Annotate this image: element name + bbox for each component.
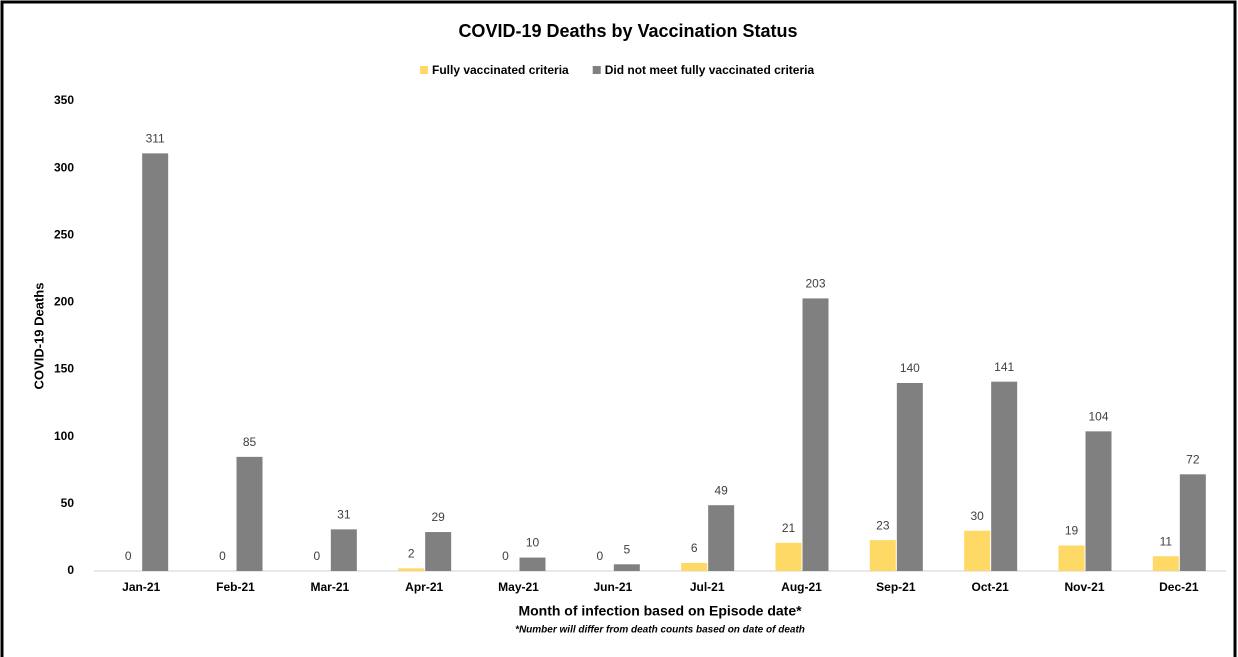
bar (964, 530, 991, 571)
bar (775, 542, 802, 571)
y-tick-label: 100 (54, 429, 74, 443)
value-label: 2 (408, 546, 415, 560)
value-label: 0 (313, 549, 320, 563)
x-tick-label: Feb-21 (216, 580, 255, 594)
bar (1152, 556, 1179, 571)
value-label: 85 (243, 435, 257, 449)
value-label: 29 (431, 510, 445, 524)
y-tick-label: 50 (61, 496, 75, 510)
value-label: 311 (146, 132, 165, 146)
y-tick-label: 300 (54, 160, 74, 174)
bar (802, 298, 829, 571)
bar (330, 529, 357, 571)
chart-title: COVID-19 Deaths by Vaccination Status (458, 21, 797, 41)
value-label: 30 (970, 509, 984, 523)
value-label: 140 (900, 361, 920, 375)
x-tick-label: Mar-21 (310, 580, 349, 594)
x-tick-label: Nov-21 (1064, 580, 1104, 594)
y-tick-label: 0 (67, 563, 74, 577)
value-label: 0 (125, 549, 132, 563)
x-tick-label: May-21 (498, 580, 539, 594)
value-label: 31 (337, 508, 351, 522)
y-tick-label: 150 (54, 362, 74, 376)
value-label: 19 (1065, 524, 1079, 538)
legend-swatch (420, 66, 428, 74)
bar (236, 456, 263, 571)
value-label: 141 (994, 360, 1014, 374)
x-tick-label: Jul-21 (690, 580, 725, 594)
legend-label: Did not meet fully vaccinated criteria (605, 63, 815, 77)
x-tick-label: Jan-21 (122, 580, 160, 594)
value-label: 72 (1186, 452, 1200, 466)
value-label: 6 (691, 541, 698, 555)
value-label: 21 (782, 521, 796, 535)
value-label: 0 (596, 549, 603, 563)
bar (519, 557, 546, 571)
x-tick-label: Aug-21 (781, 580, 822, 594)
x-tick-label: Jun-21 (593, 580, 632, 594)
bar (425, 532, 452, 571)
x-axis-title: Month of infection based on Episode date… (518, 603, 802, 619)
value-label: 23 (876, 518, 890, 532)
legend-label: Fully vaccinated criteria (432, 63, 569, 77)
bar (1058, 545, 1085, 571)
x-tick-label: Apr-21 (405, 580, 443, 594)
value-label: 0 (219, 549, 226, 563)
x-tick-label: Oct-21 (971, 580, 1009, 594)
bar (1085, 431, 1112, 571)
bar (681, 562, 708, 571)
bar (708, 505, 735, 571)
footnote: *Number will differ from death counts ba… (515, 625, 805, 636)
bar (398, 568, 425, 571)
bar (869, 540, 896, 571)
bar (896, 383, 923, 571)
value-label: 10 (526, 536, 540, 550)
y-tick-label: 250 (54, 227, 74, 241)
x-tick-label: Dec-21 (1159, 580, 1199, 594)
value-label: 49 (714, 483, 728, 497)
value-label: 5 (623, 542, 630, 556)
x-tick-label: Sep-21 (876, 580, 916, 594)
legend-swatch (592, 66, 601, 74)
bar (991, 381, 1018, 571)
y-tick-label: 200 (54, 295, 74, 309)
value-label: 104 (1088, 410, 1108, 424)
bar (1179, 474, 1206, 571)
value-label: 11 (1160, 534, 1173, 548)
value-label: 0 (502, 549, 509, 563)
y-tick-label: 350 (54, 93, 74, 107)
value-label: 203 (805, 277, 825, 291)
bar (142, 153, 169, 571)
bar (613, 564, 640, 571)
y-axis-title: COVID-19 Deaths (31, 283, 46, 390)
